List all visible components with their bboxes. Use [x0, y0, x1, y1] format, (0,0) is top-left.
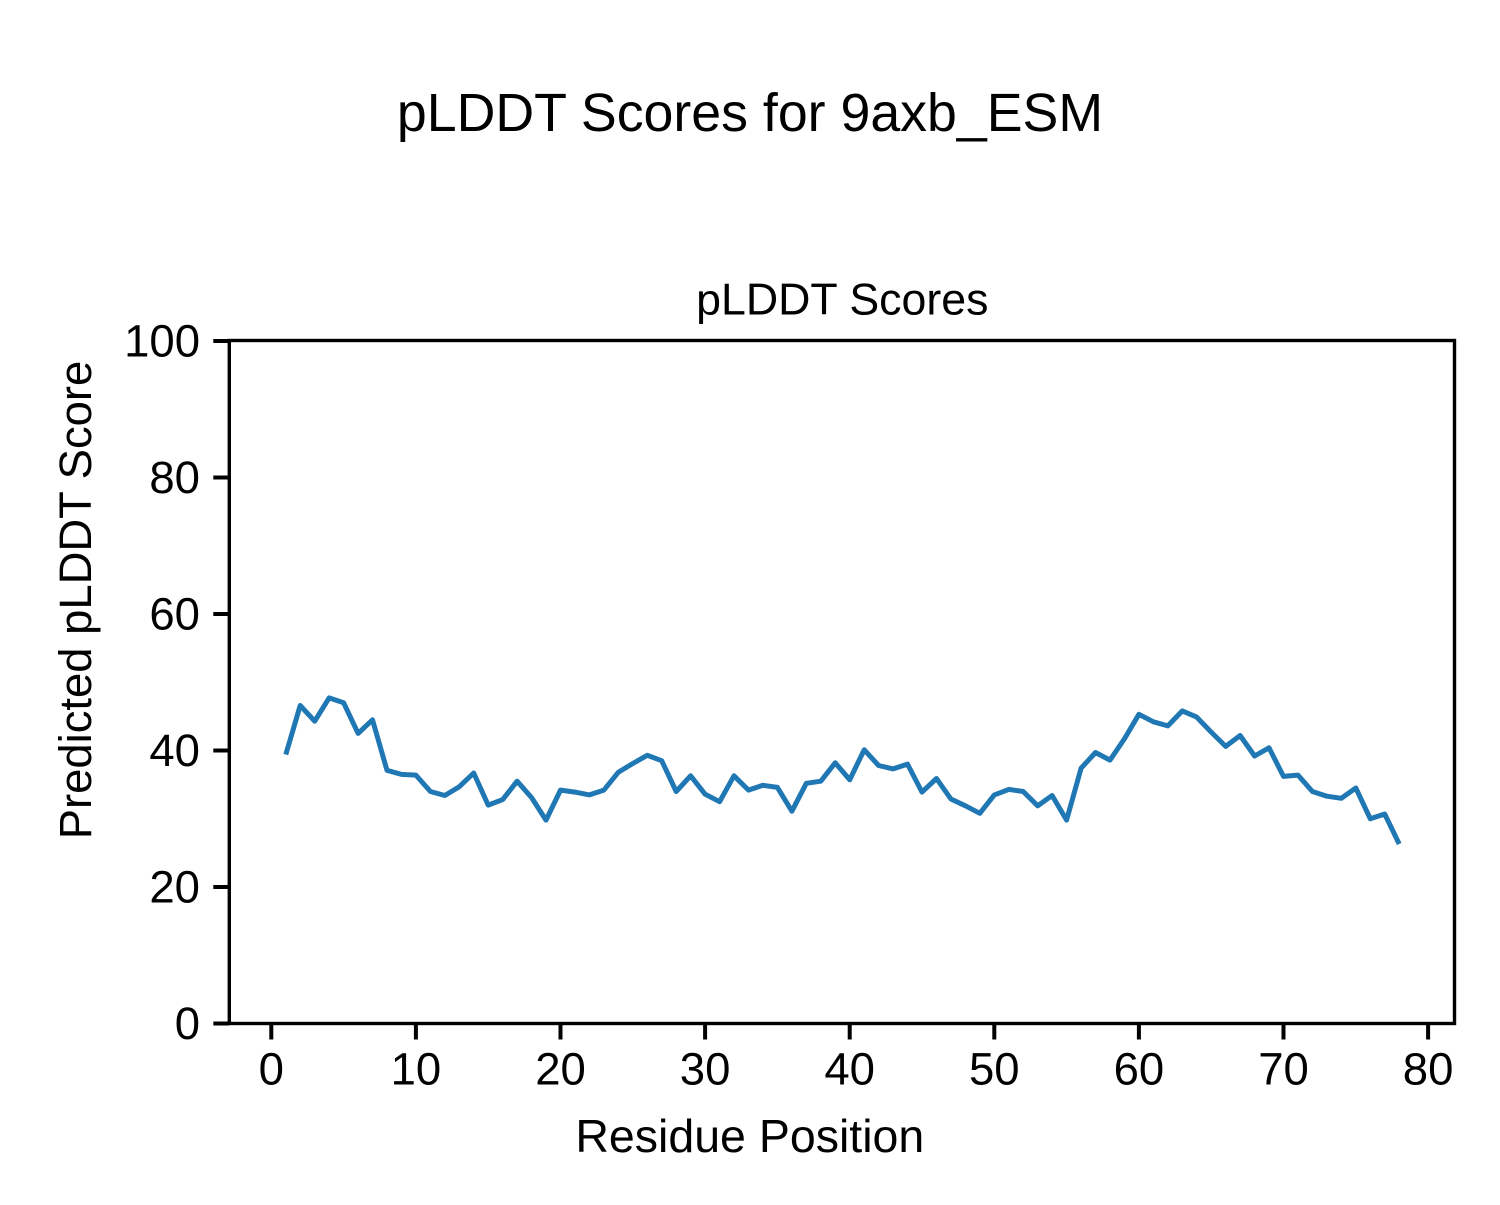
svg-text:80: 80: [1403, 1043, 1454, 1094]
svg-text:100: 100: [124, 316, 200, 367]
svg-text:Residue Position: Residue Position: [575, 1110, 924, 1162]
svg-text:0: 0: [175, 998, 200, 1049]
svg-text:80: 80: [149, 452, 200, 503]
svg-text:Predicted pLDDT Score: Predicted pLDDT Score: [50, 361, 101, 840]
svg-text:70: 70: [1258, 1043, 1309, 1094]
svg-text:60: 60: [149, 589, 200, 640]
svg-text:pLDDT Scores: pLDDT Scores: [696, 275, 988, 324]
svg-text:50: 50: [969, 1043, 1020, 1094]
svg-text:20: 20: [535, 1043, 586, 1094]
svg-text:pLDDT Scores for 9axb_ESM: pLDDT Scores for 9axb_ESM: [397, 83, 1103, 143]
svg-text:10: 10: [391, 1043, 442, 1094]
svg-text:40: 40: [824, 1043, 875, 1094]
svg-text:60: 60: [1114, 1043, 1165, 1094]
svg-text:40: 40: [149, 725, 200, 776]
svg-text:20: 20: [149, 862, 200, 913]
svg-text:30: 30: [680, 1043, 731, 1094]
svg-text:0: 0: [259, 1043, 284, 1094]
